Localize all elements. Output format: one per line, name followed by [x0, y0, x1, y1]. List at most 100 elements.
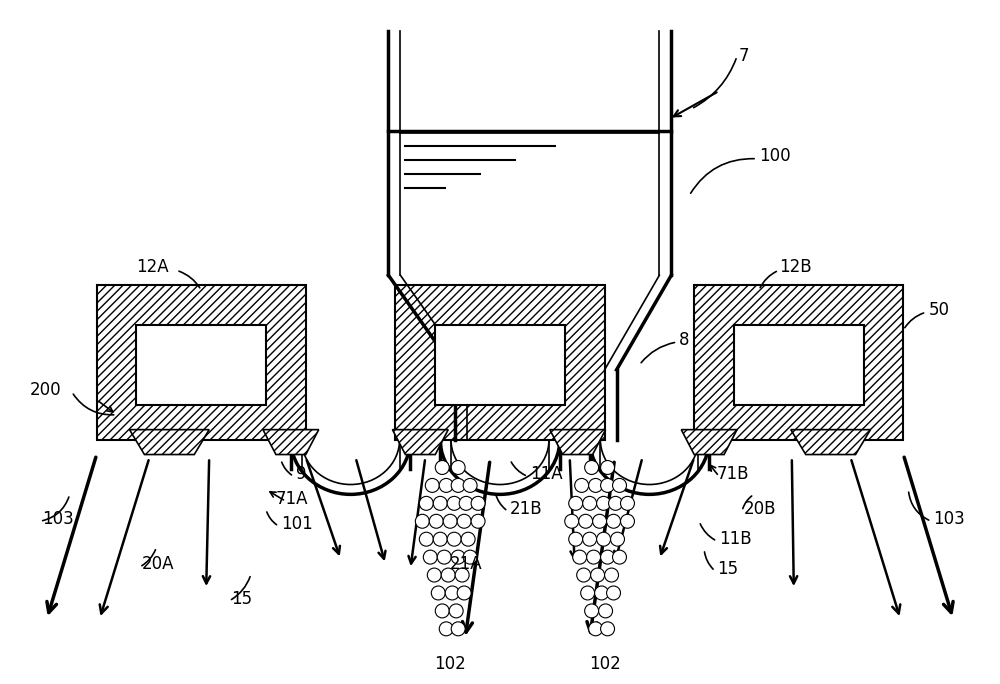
Circle shape [457, 514, 471, 528]
Polygon shape [550, 430, 606, 455]
Circle shape [569, 497, 583, 510]
Text: 11A: 11A [530, 465, 563, 484]
Bar [734, 325, 864, 405]
Bar [694, 285, 903, 440]
Circle shape [463, 478, 477, 492]
Circle shape [427, 568, 441, 582]
Circle shape [463, 550, 477, 564]
Bar [435, 325, 565, 405]
Circle shape [471, 497, 485, 510]
Polygon shape [681, 430, 737, 455]
Circle shape [455, 568, 469, 582]
Circle shape [449, 604, 463, 618]
Circle shape [577, 568, 591, 582]
Circle shape [569, 532, 583, 546]
Circle shape [621, 514, 634, 528]
Text: 71B: 71B [717, 465, 750, 484]
Text: 103: 103 [42, 510, 74, 528]
Bar [136, 325, 266, 405]
Circle shape [447, 497, 461, 510]
Circle shape [597, 497, 611, 510]
Circle shape [443, 514, 457, 528]
Text: 102: 102 [434, 655, 466, 672]
Circle shape [419, 532, 433, 546]
Text: 50: 50 [928, 301, 949, 319]
Circle shape [601, 478, 615, 492]
Circle shape [565, 514, 579, 528]
Circle shape [439, 622, 453, 636]
Circle shape [461, 532, 475, 546]
Circle shape [573, 550, 587, 564]
Circle shape [447, 532, 461, 546]
Polygon shape [791, 430, 870, 455]
Circle shape [431, 586, 445, 600]
Text: 12B: 12B [779, 259, 811, 276]
Circle shape [415, 514, 429, 528]
Circle shape [607, 514, 621, 528]
Circle shape [471, 514, 485, 528]
Text: 103: 103 [933, 510, 965, 528]
Polygon shape [130, 430, 209, 455]
Circle shape [435, 604, 449, 618]
Text: 101: 101 [281, 515, 313, 534]
Circle shape [451, 550, 465, 564]
Circle shape [585, 460, 599, 475]
Circle shape [605, 568, 619, 582]
Circle shape [579, 514, 593, 528]
Circle shape [607, 586, 621, 600]
Circle shape [601, 622, 615, 636]
Circle shape [595, 586, 609, 600]
Circle shape [437, 550, 451, 564]
Circle shape [609, 497, 623, 510]
Polygon shape [392, 430, 448, 455]
Circle shape [575, 478, 589, 492]
Circle shape [425, 478, 439, 492]
Text: 20A: 20A [141, 555, 174, 573]
Circle shape [597, 532, 611, 546]
Text: 20B: 20B [744, 500, 777, 518]
Text: 12A: 12A [136, 259, 169, 276]
Circle shape [583, 532, 597, 546]
Circle shape [593, 514, 607, 528]
Text: 7: 7 [739, 47, 750, 65]
Circle shape [585, 604, 599, 618]
Circle shape [601, 550, 615, 564]
Text: 21A: 21A [450, 555, 483, 573]
Circle shape [433, 497, 447, 510]
Circle shape [451, 460, 465, 475]
Circle shape [581, 586, 595, 600]
Circle shape [459, 497, 473, 510]
Circle shape [613, 550, 626, 564]
Text: 15: 15 [717, 560, 738, 578]
Text: 11B: 11B [719, 530, 752, 548]
Text: 21B: 21B [510, 500, 543, 518]
Circle shape [599, 604, 613, 618]
Polygon shape [263, 430, 319, 455]
Text: 15: 15 [231, 590, 252, 608]
Text: 102: 102 [589, 655, 620, 672]
Circle shape [435, 460, 449, 475]
Text: 9: 9 [296, 465, 306, 484]
Circle shape [611, 532, 624, 546]
Circle shape [451, 622, 465, 636]
Circle shape [441, 568, 455, 582]
Circle shape [433, 532, 447, 546]
Circle shape [601, 460, 615, 475]
Circle shape [587, 550, 601, 564]
Circle shape [439, 478, 453, 492]
Circle shape [589, 622, 603, 636]
Circle shape [419, 497, 433, 510]
Circle shape [457, 586, 471, 600]
Text: 100: 100 [759, 147, 791, 165]
Circle shape [591, 568, 605, 582]
Bar [97, 285, 306, 440]
Circle shape [583, 497, 597, 510]
Text: 71A: 71A [276, 490, 308, 508]
Text: 200: 200 [30, 381, 62, 399]
Text: 8: 8 [679, 331, 690, 349]
Circle shape [589, 478, 603, 492]
Circle shape [621, 497, 634, 510]
Circle shape [613, 478, 626, 492]
Circle shape [451, 478, 465, 492]
Bar [395, 285, 605, 440]
